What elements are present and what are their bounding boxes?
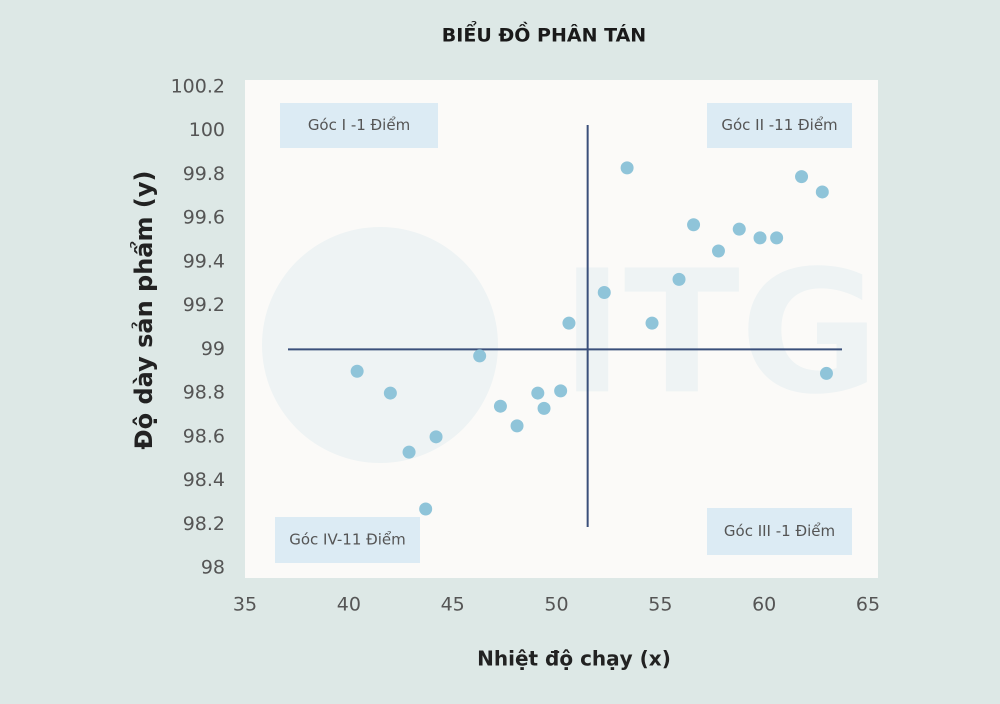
point <box>815 185 829 199</box>
y-tick-label: 99.8 <box>183 163 225 185</box>
point <box>672 272 686 286</box>
point <box>419 502 433 516</box>
annotation-box <box>707 103 852 148</box>
annotation: Góc III -1 Điểm <box>724 522 835 540</box>
annotation: Góc II -11 Điểm <box>721 116 837 134</box>
y-tick-label: 98 <box>201 557 225 579</box>
y-axis-label: Độ dày sản phẩm (y) <box>128 171 158 450</box>
point <box>429 430 443 444</box>
point <box>645 316 659 330</box>
y-tick-label: 99.4 <box>183 250 225 272</box>
y-tick-label: 98.8 <box>183 382 225 404</box>
watermark-logo <box>262 227 498 463</box>
point <box>554 384 568 398</box>
x-tick-label: 65 <box>856 594 880 616</box>
point <box>620 161 634 175</box>
point <box>537 401 551 415</box>
point <box>493 399 507 413</box>
y-tick-label: 99.2 <box>183 294 225 316</box>
y-tick-label: 98.2 <box>183 513 225 535</box>
point <box>687 218 701 232</box>
point <box>531 386 545 400</box>
point <box>402 445 416 459</box>
point <box>473 349 487 363</box>
y-tick-label: 100.2 <box>171 76 225 98</box>
y-tick-label: 100 <box>189 119 225 141</box>
point <box>597 286 611 300</box>
point <box>732 222 746 236</box>
annotation: Góc IV-11 Điểm <box>289 531 406 549</box>
annotation: Góc I -1 Điểm <box>308 116 410 134</box>
point <box>795 170 809 184</box>
watermark: ITG <box>561 234 880 432</box>
x-tick-label: 50 <box>544 594 568 616</box>
annotation-box <box>275 517 420 563</box>
annotation-box <box>707 508 852 555</box>
point <box>711 244 725 258</box>
x-tick-label: 55 <box>648 594 672 616</box>
point <box>383 386 397 400</box>
point <box>350 364 364 378</box>
chart-title: BIỂU ĐỒ PHÂN TÁN <box>442 21 646 47</box>
y-tick-label: 98.4 <box>183 469 225 491</box>
point <box>753 231 767 245</box>
point <box>819 366 833 380</box>
annotation-box <box>280 103 438 148</box>
x-tick-label: 60 <box>752 594 776 616</box>
x-tick-label: 35 <box>233 594 257 616</box>
x-tick-label: 40 <box>337 594 361 616</box>
point <box>510 419 524 433</box>
y-tick-label: 98.6 <box>183 425 225 447</box>
point <box>770 231 784 245</box>
y-tick-label: 99.6 <box>183 207 225 229</box>
y-tick-label: 99 <box>201 338 225 360</box>
x-axis-label: Nhiệt độ chạy (x) <box>477 647 671 671</box>
point <box>562 316 576 330</box>
x-tick-label: 45 <box>441 594 465 616</box>
